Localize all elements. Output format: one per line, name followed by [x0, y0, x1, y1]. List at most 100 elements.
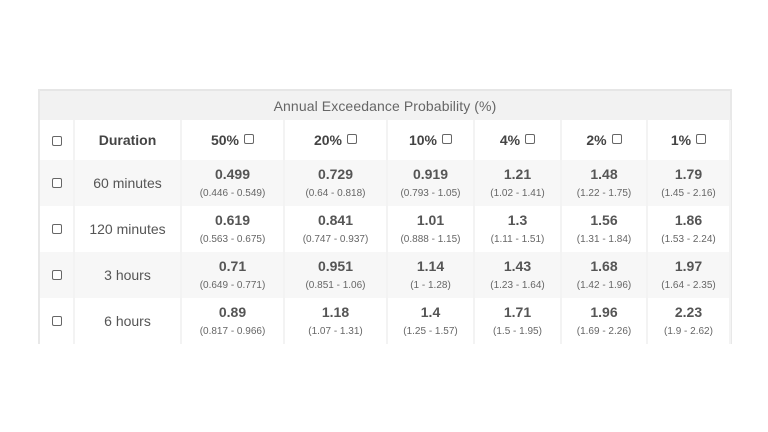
confidence-interval: (1.42 - 1.96) — [576, 280, 632, 291]
depth-value: 2.23 — [674, 304, 703, 320]
confidence-interval: (0.649 - 0.771) — [199, 280, 266, 291]
row-checkbox[interactable] — [51, 269, 62, 280]
depth-value: 1.71 — [503, 304, 532, 320]
confidence-interval: (1.64 - 2.35) — [661, 280, 716, 291]
aep-table: Duration 50% 20% 10% 4% 2% 1% 60 minutes… — [40, 120, 731, 344]
aep-header-label: 50% — [210, 132, 240, 148]
column-checkbox[interactable] — [442, 134, 453, 145]
depth-value: 1.01 — [416, 212, 445, 228]
confidence-interval: (1 - 1.28) — [410, 280, 451, 291]
aep-cell: 1.56 (1.31 - 1.84) — [561, 206, 648, 252]
row-select-cell — [40, 206, 75, 252]
column-checkbox[interactable] — [347, 134, 358, 145]
aep-cell: 0.71 (0.649 - 0.771) — [181, 252, 285, 298]
depth-value: 1.97 — [674, 258, 703, 274]
depth-value: 1.56 — [590, 212, 618, 228]
aep-header-label: 4% — [499, 132, 521, 148]
row-checkbox[interactable] — [51, 315, 62, 326]
aep-cell: 0.499 (0.446 - 0.549) — [181, 160, 285, 206]
depth-value: 0.919 — [412, 166, 449, 182]
aep-header-label: 20% — [313, 132, 343, 148]
select-all-checkbox[interactable] — [51, 136, 62, 147]
confidence-interval: (1.9 - 2.62) — [664, 326, 713, 337]
depth-value: 1.21 — [503, 166, 532, 182]
aep-cell: 1.97 (1.64 - 2.35) — [647, 252, 731, 298]
table-caption: Annual Exceedance Probability (%) — [40, 89, 730, 120]
aep-cell: 1.43 (1.23 - 1.64) — [474, 252, 562, 298]
caption-text: Annual Exceedance Probability (%) — [273, 97, 497, 114]
column-checkbox[interactable] — [696, 134, 707, 145]
confidence-interval: (0.888 - 1.15) — [400, 234, 461, 245]
depth-value: 1.68 — [590, 258, 618, 274]
row-checkbox[interactable] — [51, 223, 62, 234]
confidence-interval: (1.69 - 2.26) — [576, 326, 632, 337]
row-select-cell — [40, 252, 75, 298]
confidence-interval: (1.23 - 1.64) — [490, 280, 545, 291]
depth-value: 1.4 — [420, 304, 441, 320]
depth-value: 1.43 — [503, 258, 532, 274]
aep-cell: 0.841 (0.747 - 0.937) — [284, 206, 388, 252]
depth-value: 1.14 — [416, 258, 445, 274]
aep-cell: 1.4 (1.25 - 1.57) — [387, 298, 475, 344]
aep-cell: 1.96 (1.69 - 2.26) — [561, 298, 648, 344]
column-checkbox[interactable] — [611, 134, 622, 145]
aep-table-container: Annual Exceedance Probability (%) Durati… — [38, 89, 732, 344]
confidence-interval: (1.31 - 1.84) — [576, 234, 632, 245]
aep-cell: 1.14 (1 - 1.28) — [387, 252, 475, 298]
aep-header-10[interactable]: 10% — [387, 120, 475, 160]
duration-cell: 120 minutes — [74, 206, 182, 252]
aep-cell: 1.79 (1.45 - 2.16) — [647, 160, 731, 206]
column-checkbox[interactable] — [525, 134, 536, 145]
confidence-interval: (0.851 - 1.06) — [305, 280, 366, 291]
depth-value: 1.86 — [674, 212, 703, 228]
depth-value: 0.499 — [214, 166, 251, 182]
depth-value: 1.3 — [507, 212, 528, 228]
row-select-cell — [40, 298, 75, 344]
confidence-interval: (1.25 - 1.57) — [403, 326, 458, 337]
row-select-cell — [40, 160, 75, 206]
confidence-interval: (1.53 - 2.24) — [661, 234, 716, 245]
aep-cell: 2.23 (1.9 - 2.62) — [647, 298, 731, 344]
confidence-interval: (0.747 - 0.937) — [302, 234, 369, 245]
depth-value: 0.951 — [317, 258, 354, 274]
confidence-interval: (1.45 - 2.16) — [661, 188, 716, 199]
aep-header-1[interactable]: 1% — [647, 120, 731, 160]
table-row[interactable]: 60 minutes 0.499 (0.446 - 0.549) 0.729 (0.… — [40, 160, 731, 206]
aep-cell: 0.951 (0.851 - 1.06) — [284, 252, 388, 298]
depth-value: 0.729 — [317, 166, 354, 182]
aep-cell: 1.86 (1.53 - 2.24) — [647, 206, 731, 252]
aep-cell: 0.619 (0.563 - 0.675) — [181, 206, 285, 252]
duration-header[interactable]: Duration — [74, 120, 182, 160]
aep-cell: 1.71 (1.5 - 1.95) — [474, 298, 562, 344]
select-all-cell — [40, 120, 75, 160]
aep-cell: 1.21 (1.02 - 1.41) — [474, 160, 562, 206]
confidence-interval: (0.446 - 0.549) — [199, 188, 266, 199]
aep-cell: 0.919 (0.793 - 1.05) — [387, 160, 475, 206]
aep-cell: 1.18 (1.07 - 1.31) — [284, 298, 388, 344]
confidence-interval: (1.22 - 1.75) — [576, 188, 632, 199]
duration-cell: 3 hours — [74, 252, 182, 298]
aep-header-label: 10% — [408, 132, 438, 148]
aep-header-20[interactable]: 20% — [284, 120, 388, 160]
confidence-interval: (1.02 - 1.41) — [490, 188, 545, 199]
aep-header-4[interactable]: 4% — [474, 120, 562, 160]
depth-value: 0.71 — [218, 258, 247, 274]
confidence-interval: (1.07 - 1.31) — [308, 326, 363, 337]
depth-value: 1.48 — [590, 166, 618, 182]
table-row[interactable]: 3 hours 0.71 (0.649 - 0.771) 0.951 (0.851 … — [40, 252, 731, 298]
confidence-interval: (1.11 - 1.51) — [490, 234, 545, 245]
table-row[interactable]: 6 hours 0.89 (0.817 - 0.966) 1.18 (1.07 - … — [40, 298, 731, 344]
confidence-interval: (0.64 - 0.818) — [305, 188, 366, 199]
aep-header-50[interactable]: 50% — [181, 120, 285, 160]
confidence-interval: (0.793 - 1.05) — [400, 188, 461, 199]
aep-cell: 0.89 (0.817 - 0.966) — [181, 298, 285, 344]
column-checkbox[interactable] — [244, 134, 255, 145]
row-checkbox[interactable] — [51, 177, 62, 188]
aep-header-label: 2% — [586, 132, 607, 148]
aep-cell: 1.48 (1.22 - 1.75) — [561, 160, 648, 206]
aep-cell: 1.68 (1.42 - 1.96) — [561, 252, 648, 298]
depth-value: 1.18 — [321, 304, 350, 320]
aep-header-2[interactable]: 2% — [561, 120, 648, 160]
confidence-interval: (0.817 - 0.966) — [199, 326, 266, 337]
table-row[interactable]: 120 minutes 0.619 (0.563 - 0.675) 0.841 (0… — [40, 206, 731, 252]
